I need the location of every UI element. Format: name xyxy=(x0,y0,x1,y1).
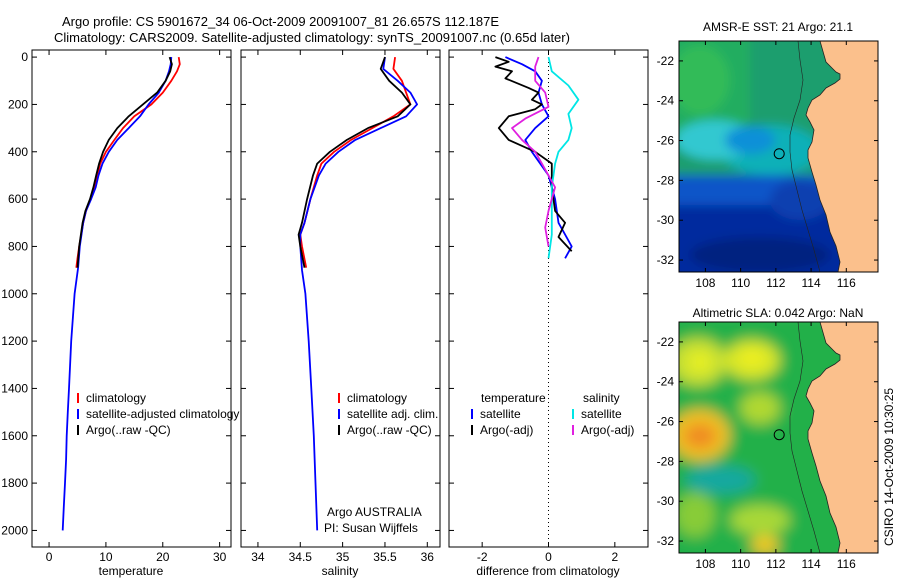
salinity-x-label: salinity xyxy=(322,564,359,578)
difference-legend: temperature salinity satellite Argo(-adj) sa… xyxy=(471,391,634,437)
map-x-tick-label: 112 xyxy=(766,557,785,571)
sst-depth-contour xyxy=(789,41,821,272)
map-y-tick-label: -28 xyxy=(657,454,675,468)
legend-label: satellite-adjusted climatology xyxy=(86,407,239,421)
y-tick-label: 600 xyxy=(8,192,28,206)
map-y-tick-label: -26 xyxy=(657,415,675,429)
map-y-tick-label: -26 xyxy=(657,134,675,148)
y-tick-label: 800 xyxy=(8,239,28,253)
map-y-tick-label: -32 xyxy=(657,253,675,267)
series-line-satellite-adj-clim- xyxy=(299,56,418,531)
legend-label: satellite adj. clim. xyxy=(347,407,438,421)
map-x-tick-label: 112 xyxy=(766,276,785,290)
sst-map-frame xyxy=(678,40,879,273)
legend-label: satellite xyxy=(581,407,622,421)
x-tick-label: 0 xyxy=(46,550,53,564)
series-line-argo-adj- xyxy=(494,56,573,252)
map-y-tick-label: -32 xyxy=(657,534,675,548)
temperature-legend: climatology satellite-adjusted climatolog… xyxy=(77,391,239,437)
sst-map-panel: AMSR-E SST: 21 Argo: 21.1 108 110 112 114 11… xyxy=(657,20,879,290)
legend-label: climatology xyxy=(347,391,407,405)
figure-title-line1: Argo profile: CS 5901672_34 06-Oct-2009 … xyxy=(62,14,499,29)
x-tick-label: 0 xyxy=(545,550,552,564)
sla-map-frame xyxy=(678,321,879,554)
legend-label: climatology xyxy=(86,391,146,405)
x-tick-label: -2 xyxy=(477,550,488,564)
map-x-tick-label: 114 xyxy=(802,276,821,290)
map-x-tick-label: 110 xyxy=(731,276,750,290)
y-tick-label: 1000 xyxy=(1,287,28,301)
x-tick-label: 30 xyxy=(213,550,227,564)
sla-coastline-land xyxy=(805,322,878,553)
map-y-tick-label: -30 xyxy=(657,213,675,227)
temperature-profile-panel: 0 10 20 30 0 200 400 600 800 1000 1200 1400 1600 1800… xyxy=(1,49,239,578)
map-y-tick-label: -22 xyxy=(657,54,675,68)
map-x-tick-label: 114 xyxy=(802,557,821,571)
map-y-tick-label: -22 xyxy=(657,335,675,349)
salinity-plot-frame xyxy=(240,49,441,548)
legend-label: Argo(..raw -QC) xyxy=(86,423,171,437)
argo-location-marker-sla xyxy=(773,429,785,441)
sla-map-title: Altimetric SLA: 0.042 Argo: NaN xyxy=(693,306,864,320)
legend-header-temperature: temperature xyxy=(481,391,546,405)
pi-name-label: PI: Susan Wijffels xyxy=(324,521,418,535)
x-tick-label: 34 xyxy=(251,550,265,564)
salinity-profile-panel: 34 34.5 35 35.5 36 salinity climatology satel… xyxy=(240,49,441,578)
map-x-tick-label: 116 xyxy=(837,276,856,290)
temperature-x-label: temperature xyxy=(99,564,164,578)
map-y-tick-label: -28 xyxy=(657,173,675,187)
map-y-tick-label: -24 xyxy=(657,375,675,389)
legend-label: Argo(..raw -QC) xyxy=(347,423,432,437)
series-line-satellite xyxy=(547,56,580,259)
y-tick-label: 1800 xyxy=(1,476,28,490)
x-tick-label: 34.5 xyxy=(289,550,313,564)
csiro-timestamp-label: CSIRO 14-Oct-2009 10:30:25 xyxy=(882,388,896,546)
temperature-plot-frame xyxy=(31,49,232,548)
series-line-climatology xyxy=(299,56,412,268)
sst-coastline-land xyxy=(805,41,878,272)
sla-map-panel: Altimetric SLA: 0.042 Argo: NaN 108 110 1 xyxy=(657,306,879,571)
legend-label: Argo(-adj) xyxy=(581,423,634,437)
sla-depth-contour xyxy=(789,322,821,553)
series-line-argo-adj- xyxy=(511,56,556,247)
salinity-legend: climatology satellite adj. clim. Argo(..ra… xyxy=(338,391,438,437)
argo-australia-label: Argo AUSTRALIA xyxy=(327,505,422,519)
y-tick-label: 400 xyxy=(8,145,28,159)
y-tick-label: 1600 xyxy=(1,429,28,443)
map-x-tick-label: 116 xyxy=(837,557,856,571)
y-tick-label: 1200 xyxy=(1,334,28,348)
sst-map-title: AMSR-E SST: 21 Argo: 21.1 xyxy=(703,20,853,34)
map-x-tick-label: 108 xyxy=(695,557,715,571)
y-tick-label: 1400 xyxy=(1,381,28,395)
series-line-climatology xyxy=(75,56,181,268)
y-tick-label: 0 xyxy=(21,50,28,64)
y-tick-label: 2000 xyxy=(1,523,28,537)
x-tick-label: 35.5 xyxy=(373,550,397,564)
series-line-argo-raw-qc- xyxy=(76,56,173,268)
legend-label: Argo(-adj) xyxy=(480,423,533,437)
legend-header-salinity: salinity xyxy=(583,391,620,405)
y-tick-label: 200 xyxy=(8,97,28,111)
x-tick-label: 2 xyxy=(611,550,618,564)
difference-profile-panel: -2 0 2 difference from climatology tempera… xyxy=(448,49,649,578)
figure-title-line2: Climatology: CARS2009. Satellite-adjuste… xyxy=(54,30,570,45)
argo-location-marker xyxy=(773,148,785,160)
legend-label: satellite xyxy=(480,407,521,421)
map-x-tick-label: 110 xyxy=(731,557,750,571)
x-tick-label: 36 xyxy=(421,550,435,564)
x-tick-label: 35 xyxy=(336,550,350,564)
map-x-tick-label: 108 xyxy=(695,276,715,290)
map-y-tick-label: -24 xyxy=(657,94,675,108)
difference-x-label: difference from climatology xyxy=(476,564,619,578)
x-tick-label: 20 xyxy=(156,550,170,564)
x-tick-label: 10 xyxy=(99,550,113,564)
series-line-argo-raw-qc- xyxy=(297,56,412,268)
map-y-tick-label: -30 xyxy=(657,494,675,508)
